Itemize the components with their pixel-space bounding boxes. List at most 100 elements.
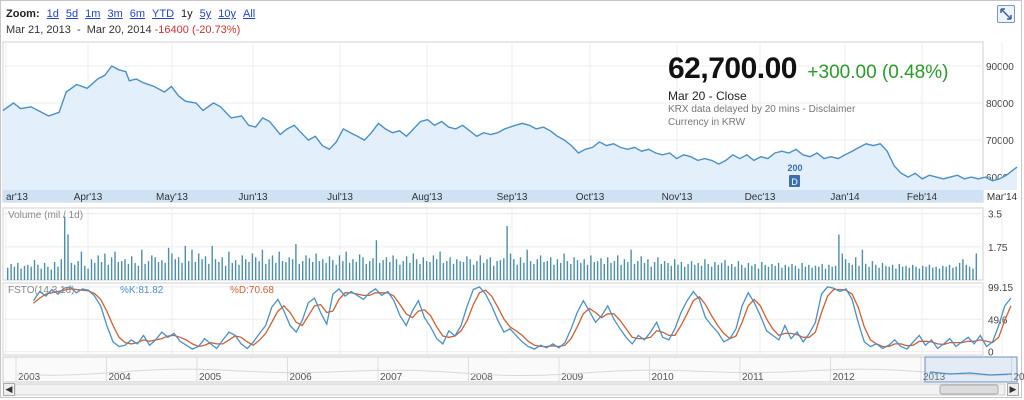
volume-bar xyxy=(372,258,374,280)
volume-bar xyxy=(952,267,954,280)
volume-bar xyxy=(412,253,414,280)
volume-bar xyxy=(110,257,113,280)
price-y-tick-label: 80000 xyxy=(986,99,1014,110)
quote-header: 62,700.00 +300.00 (0.48%) xyxy=(668,52,948,86)
volume-bar xyxy=(821,263,823,280)
volume-bar xyxy=(767,266,770,280)
volume-bar xyxy=(724,260,726,280)
volume-bar xyxy=(891,264,894,280)
volume-bar xyxy=(704,259,706,280)
volume-bar xyxy=(838,234,840,280)
volume-bar xyxy=(198,253,200,280)
volume-bar xyxy=(580,262,582,280)
volume-bar xyxy=(164,262,166,280)
zoom-ytd[interactable]: YTD xyxy=(152,8,175,20)
volume-bar xyxy=(456,259,458,280)
volume-bar xyxy=(13,266,16,280)
volume-bar xyxy=(348,262,351,280)
volume-bar xyxy=(650,266,652,280)
volume-y-tick-label: 3.5 xyxy=(988,210,1002,221)
volume-bar xyxy=(131,256,133,280)
volume-bar xyxy=(687,263,689,280)
volume-bar xyxy=(144,263,146,280)
volume-bar xyxy=(318,261,321,280)
zoom-1d[interactable]: 1d xyxy=(46,8,59,20)
volume-bar xyxy=(60,259,62,280)
volume-bar xyxy=(895,268,897,280)
volume-bar xyxy=(97,255,99,280)
volume-bar xyxy=(10,263,12,280)
volume-bar xyxy=(211,245,213,280)
scrollbar-thumb[interactable] xyxy=(939,384,999,395)
dividend-flag[interactable] xyxy=(789,175,800,187)
volume-bar xyxy=(265,263,267,280)
volume-bar xyxy=(419,263,421,280)
volume-bar xyxy=(295,244,297,280)
volume-bar xyxy=(20,268,22,280)
volume-bar xyxy=(479,255,481,280)
volume-bar xyxy=(613,261,616,280)
volume-bar xyxy=(848,262,850,280)
zoom-10y[interactable]: 10y xyxy=(218,8,237,20)
zoom-3m[interactable]: 3m xyxy=(107,8,123,20)
zoom-5d[interactable]: 5d xyxy=(65,8,79,20)
volume-bar xyxy=(47,266,49,280)
volume-bar xyxy=(395,259,398,280)
price-x-tick-label: Dec'13 xyxy=(745,192,776,203)
volume-bar xyxy=(268,259,270,280)
volume-bar xyxy=(218,262,220,280)
volume-bar xyxy=(600,258,602,280)
volume-bar xyxy=(734,266,736,280)
volume-bar xyxy=(737,261,740,280)
volume-bar xyxy=(201,259,203,280)
volume-bar xyxy=(241,255,243,280)
navigator-year-label: 2014 xyxy=(1014,372,1024,383)
volume-bar xyxy=(238,264,240,280)
dividend-flag-label[interactable]: D xyxy=(791,177,798,187)
volume-bar xyxy=(231,262,233,280)
volume-bar xyxy=(355,262,357,280)
volume-bar xyxy=(493,265,495,280)
volume-bar xyxy=(482,262,485,280)
volume-bar xyxy=(851,264,853,280)
volume-bar xyxy=(466,256,468,280)
zoom-1y[interactable]: 1y xyxy=(181,8,193,20)
volume-bar xyxy=(392,255,394,280)
volume-bar xyxy=(543,262,545,280)
volume-bar xyxy=(7,267,9,280)
price-y-tick-label: 90000 xyxy=(986,62,1014,73)
dividend-annotation-value: 200 xyxy=(787,163,802,173)
delay-disclaimer[interactable]: KRX data delayed by 20 mins - Disclaimer xyxy=(668,104,856,115)
price-x-tick-label: May'13 xyxy=(156,192,188,203)
volume-bar xyxy=(40,268,42,280)
volume-bar xyxy=(385,257,388,280)
volume-bar xyxy=(94,262,96,280)
volume-bar xyxy=(462,262,465,280)
volume-bar xyxy=(513,259,515,280)
navigator-selection[interactable] xyxy=(924,356,1018,383)
volume-bar xyxy=(965,264,967,280)
volume-bar xyxy=(298,263,300,280)
scrollbar-track[interactable] xyxy=(14,383,1006,396)
expand-button[interactable] xyxy=(997,5,1015,23)
zoom-6m[interactable]: 6m xyxy=(129,8,146,20)
volume-bar xyxy=(871,261,874,280)
price-x-tick-label: Jan'14 xyxy=(830,192,860,203)
volume-bar xyxy=(405,256,408,280)
volume-bar xyxy=(690,261,693,280)
volume-bar xyxy=(114,251,116,280)
volume-bar xyxy=(553,264,555,280)
volume-bar xyxy=(358,254,361,280)
volume-bar xyxy=(214,259,217,280)
volume-bar xyxy=(928,264,931,280)
scroll-right-button[interactable]: ▶ xyxy=(1007,383,1019,396)
volume-bar xyxy=(171,253,173,280)
volume-bar xyxy=(878,267,880,280)
zoom-all[interactable]: All xyxy=(243,8,256,20)
zoom-5y[interactable]: 5y xyxy=(199,8,212,20)
volume-bar xyxy=(975,253,977,280)
zoom-1m[interactable]: 1m xyxy=(85,8,101,20)
volume-bar xyxy=(375,240,378,280)
scroll-left-button[interactable]: ◀ xyxy=(3,383,15,396)
